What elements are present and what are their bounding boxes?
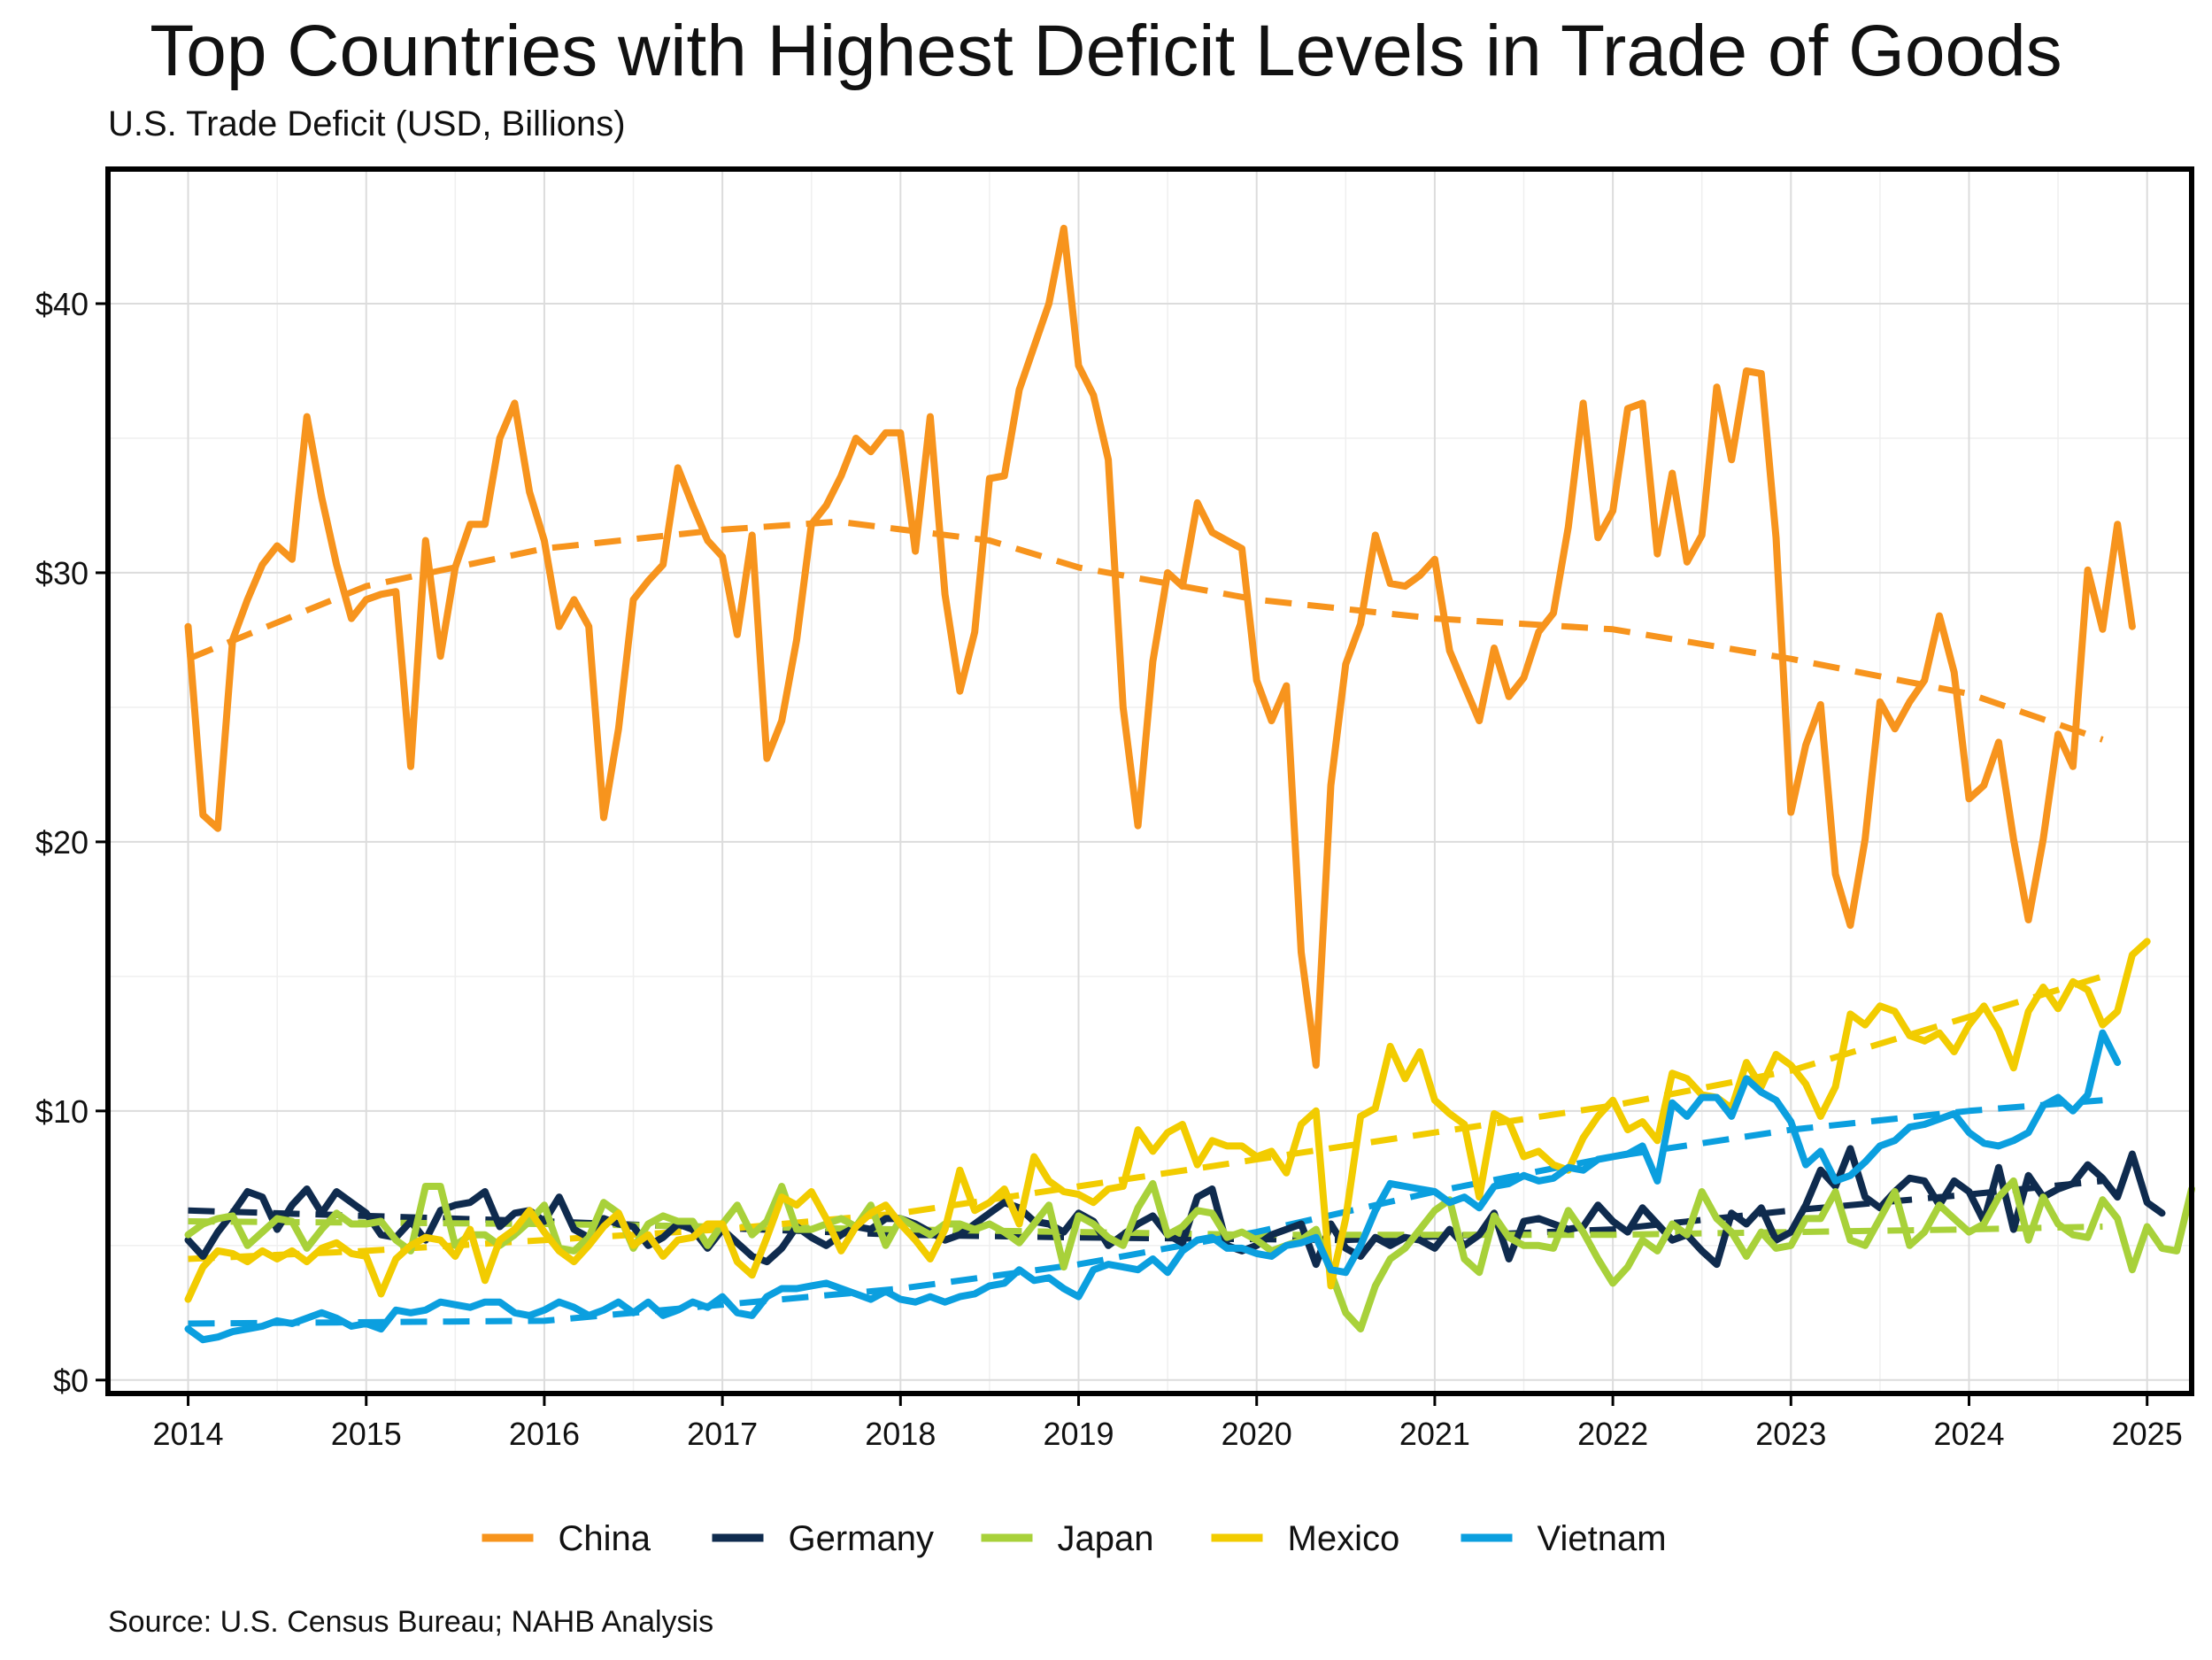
legend-item-germany: Germany	[712, 1519, 935, 1558]
legend-label: Japan	[1058, 1519, 1154, 1558]
x-tick-label: 2018	[865, 1416, 936, 1452]
x-tick-label: 2025	[2112, 1416, 2183, 1452]
x-tick-label: 2023	[1755, 1416, 1826, 1452]
legend: China Germany Japan Mexico Vietnam	[482, 1519, 1667, 1558]
series-line-vietnam	[184, 1029, 2122, 1344]
x-tick-label: 2022	[1577, 1416, 1648, 1452]
trend-line-china	[187, 518, 2104, 743]
series-line-china	[184, 224, 2136, 1069]
chart-subtitle: U.S. Trade Deficit (USD, Billions)	[108, 104, 626, 143]
legend-item-china: China	[482, 1519, 651, 1558]
legend-item-vietnam: Vietnam	[1461, 1519, 1667, 1558]
legend-item-mexico: Mexico	[1211, 1519, 1400, 1558]
y-tick-label: $10	[35, 1093, 89, 1130]
x-tick-label: 2017	[687, 1416, 758, 1452]
series-line-japan	[184, 1177, 2195, 1333]
y-tick-label: $0	[53, 1363, 89, 1399]
legend-label: Germany	[789, 1519, 935, 1558]
y-tick-label: $40	[35, 286, 89, 322]
legend-label: China	[559, 1519, 651, 1558]
legend-item-japan: Japan	[981, 1519, 1154, 1558]
x-tick-label: 2020	[1222, 1416, 1292, 1452]
x-tick-label: 2014	[152, 1416, 223, 1452]
x-tick-label: 2019	[1043, 1416, 1114, 1452]
trend-line-vietnam	[188, 1097, 2103, 1327]
tick-labels: 2014 2015 2016 2017 2018 2019 2020 2021 2022 2023…	[35, 286, 2183, 1452]
x-tick-label: 2024	[1933, 1416, 2004, 1452]
source-note: Source: U.S. Census Bureau; NAHB Analysi…	[108, 1605, 714, 1639]
series-line-mexico	[184, 938, 2151, 1303]
trend-line-mexico	[188, 973, 2104, 1262]
legend-label: Mexico	[1288, 1519, 1400, 1558]
series-lines	[184, 224, 2195, 1344]
y-tick-label: $30	[35, 555, 89, 591]
x-tick-label: 2015	[331, 1416, 402, 1452]
x-tick-label: 2021	[1399, 1416, 1470, 1452]
series-line-germany	[184, 1145, 2166, 1269]
legend-label: Vietnam	[1538, 1519, 1667, 1558]
x-tick-label: 2016	[509, 1416, 580, 1452]
chart-title: Top Countries with Highest Deficit Level…	[150, 11, 2062, 91]
plot-frame	[105, 166, 2194, 1396]
y-tick-label: $20	[35, 824, 89, 861]
